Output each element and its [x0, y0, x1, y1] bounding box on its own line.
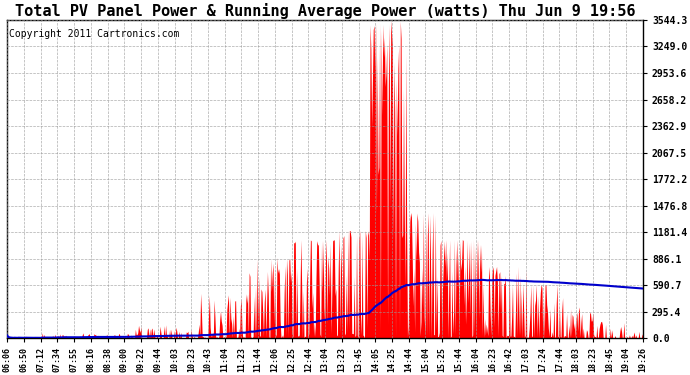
- Title: Total PV Panel Power & Running Average Power (watts) Thu Jun 9 19:56: Total PV Panel Power & Running Average P…: [15, 3, 635, 19]
- Text: Copyright 2011 Cartronics.com: Copyright 2011 Cartronics.com: [8, 30, 179, 39]
